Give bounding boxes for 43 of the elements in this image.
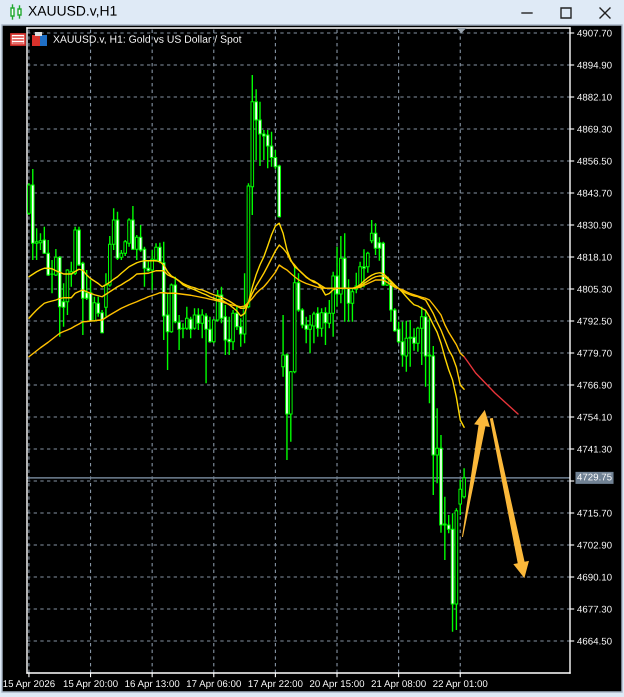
y-tick-label: 4702.90 [577, 542, 612, 549]
y-tick-label: 4894.90 [577, 62, 612, 69]
line-series [28, 264, 465, 358]
x-tick-label: 22 Apr 01:00 [433, 680, 488, 690]
y-tick-label: 4741.30 [577, 446, 612, 453]
y-tick-label: 4779.70 [577, 350, 612, 357]
y-tick-label: 4856.50 [577, 158, 612, 165]
text: XAUUSD.v, H1: Gold vs US Dollar / Spot [53, 35, 242, 45]
line-series [463, 356, 519, 415]
y-tick-label: 4690.10 [577, 574, 612, 581]
candlestick [92, 296, 96, 322]
ref-line-label: 4729.75 [577, 474, 612, 480]
y-tick-label: 4843.70 [577, 190, 612, 197]
candlestick [204, 312, 208, 384]
y-tick-label: 4754.10 [577, 414, 612, 421]
y-tick-label: 4715.70 [577, 510, 612, 517]
x-tick-label: 21 Apr 08:00 [372, 680, 426, 690]
x-tick-label: 20 Apr 15:00 [310, 680, 364, 690]
candlestick [266, 129, 270, 169]
y-tick-label: 4792.50 [577, 318, 612, 325]
candlestick [420, 306, 424, 366]
y-tick-label: 4766.90 [577, 382, 612, 389]
y-tick-label: 4805.30 [577, 286, 612, 293]
x-tick-label: 16 Apr 13:00 [125, 680, 180, 690]
x-tick-label: 17 Apr 06:00 [186, 680, 241, 690]
line-series [28, 222, 465, 428]
x-tick-label: 15 Apr 2026 [3, 680, 55, 690]
candlestick [270, 131, 274, 168]
candlestick [196, 308, 200, 331]
y-tick-label: 4869.30 [577, 126, 612, 133]
x-tick-label: 15 Apr 20:00 [64, 680, 118, 690]
y-tick-label: 4818.10 [577, 254, 612, 261]
candlestick [308, 314, 312, 354]
y-tick-label: 4882.10 [577, 94, 612, 101]
chart-title: XAUUSD.v,H1 [28, 6, 117, 18]
candlestick [362, 248, 366, 288]
x-tick-label: 17 Apr 22:00 [248, 680, 303, 690]
y-tick-label: 4907.70 [577, 30, 612, 37]
y-tick-label: 4664.50 [577, 638, 612, 645]
candlestick [400, 321, 404, 368]
candlestick [404, 320, 408, 372]
y-tick-label: 4830.90 [577, 222, 612, 229]
y-tick-label: 4677.30 [577, 606, 612, 613]
